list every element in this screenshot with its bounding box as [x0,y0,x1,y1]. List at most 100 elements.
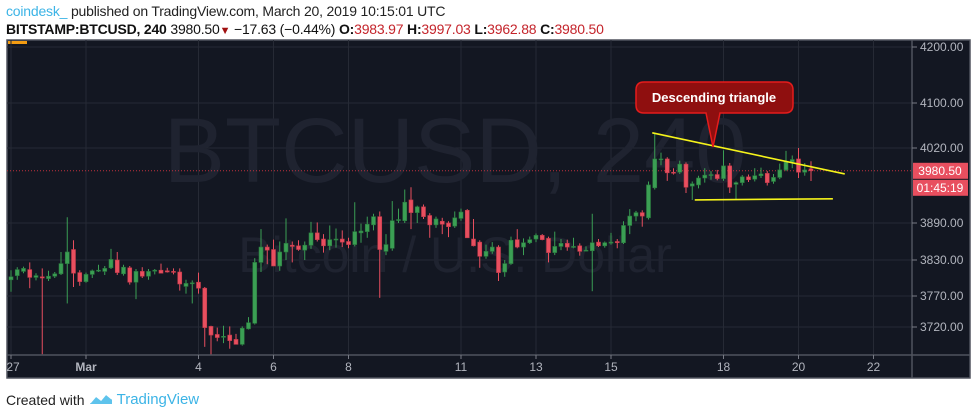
candle [152,269,158,275]
candle [589,213,595,292]
candle-body [752,175,758,180]
time-tick-label: 15 [604,360,618,374]
candle-body [564,243,570,248]
last-price-tag-bg [913,162,968,179]
open-value: 3983.97 [354,21,404,37]
candle-body [771,177,776,182]
candle [208,325,214,355]
candle [283,218,289,260]
candle [189,280,195,304]
candle-body [514,239,520,248]
candle [708,171,714,180]
candle [396,208,401,223]
candle [108,248,114,269]
candle-body [214,334,220,338]
candle [8,270,14,292]
candle-body [264,246,270,251]
candle [333,228,339,248]
candle [658,152,664,166]
low-value: 3962.88 [487,21,537,37]
candle [239,326,245,346]
candle-body [721,165,726,179]
time-tick-label: 11 [455,360,468,374]
candle-body [8,276,14,281]
candle [552,231,558,256]
candle [627,209,633,235]
candle-body [539,235,545,240]
candle-body [327,239,333,247]
author-link[interactable]: coindesk_ [6,3,68,19]
candle-body [458,211,464,219]
candle-body [21,268,26,272]
candle-body [789,159,795,163]
candle [383,234,389,256]
candle-body [527,239,533,244]
last-price-tag-text: 3980.50 [918,164,962,178]
candle [146,269,151,280]
candle-body [614,241,620,244]
watermark-symbol: BTCUSD, 240 [164,100,747,202]
candle-body [239,327,245,345]
candle-body [639,212,645,217]
candle-body [171,271,176,273]
candle [452,211,458,228]
candle-body [658,158,664,161]
candle [402,189,408,223]
candle-body [714,174,720,179]
candle-body [27,269,33,278]
candle [527,236,533,244]
candle-body [296,245,301,250]
candle [264,244,270,265]
time-tick-label: 13 [529,360,543,374]
candle-body [271,249,276,267]
candle [14,267,20,280]
candle [671,168,676,175]
time-tick-label: 6 [270,360,277,374]
candle [196,272,201,294]
candle [808,161,814,181]
candle-body [352,231,358,245]
candle-body [227,334,233,341]
candle [321,234,326,253]
candle-body [77,272,83,282]
candle [614,239,620,249]
candle [508,236,514,265]
candle [114,251,120,275]
time-tick-label: 22 [867,360,881,374]
candle [121,264,126,276]
candle-body [439,220,445,225]
price-tick-label: 3720.00 [920,320,964,334]
candle-body [346,241,351,245]
candle [439,217,445,235]
candle-body [421,206,426,217]
candle [458,208,464,221]
candle-body [727,165,733,188]
candle-body [289,244,295,247]
candle-body [196,281,201,289]
candle-body [558,243,564,247]
candle-body [783,161,789,171]
panel-marker [8,41,27,44]
candle [308,221,314,249]
candle-body [339,238,345,243]
candle-body [402,201,408,221]
candle [314,222,320,242]
candle-body [452,217,458,227]
time-axis[interactable]: 27 Mar 4 6 8 11 13 15 18 20 22 [6,355,880,374]
candle-body [158,269,164,274]
candle-body [177,271,183,285]
open-label: O: [338,21,355,37]
annotation-callout[interactable]: Descending triangle [635,81,794,148]
candle-body [608,241,614,244]
price-axis[interactable]: 4200.00 4100.00 4020.00 3890.00 3830.00 3770.… [912,40,964,334]
candle [689,181,695,200]
candle-body [221,335,226,338]
candle [158,263,164,274]
candle [558,239,564,251]
tradingview-link[interactable]: TradingView [116,391,200,408]
candle [777,163,783,180]
candle [764,171,770,186]
candle [521,238,526,256]
candle-body [258,246,264,263]
